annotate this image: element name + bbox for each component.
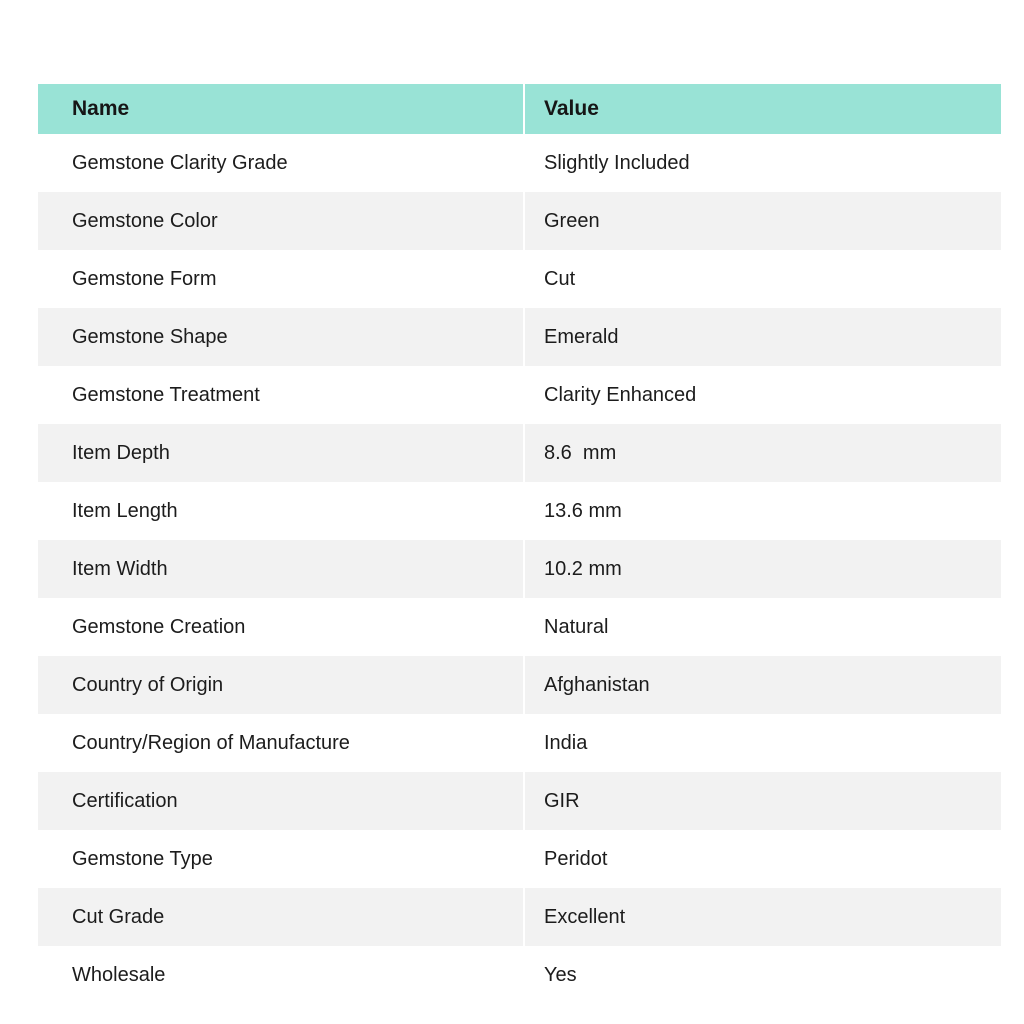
spec-value-cell: Afghanistan: [523, 656, 1001, 714]
spec-value-cell: India: [523, 714, 1001, 772]
table-row: Certification GIR: [38, 772, 1001, 830]
spec-value-cell: Natural: [523, 598, 1001, 656]
spec-name-cell: Gemstone Color: [72, 209, 218, 232]
table-row: Gemstone Color Green: [38, 192, 1001, 250]
spec-name-cell: Gemstone Form: [72, 267, 217, 290]
table-row: Country/Region of Manufacture India: [38, 714, 1001, 772]
spec-name-cell: Item Depth: [72, 441, 170, 464]
table-row: Gemstone Form Cut: [38, 250, 1001, 308]
spec-name-cell: Gemstone Shape: [72, 325, 228, 348]
spec-value-cell: Yes: [523, 946, 1001, 1004]
header-cell-value: Value: [523, 84, 1001, 134]
spec-name-cell: Item Length: [72, 499, 178, 522]
header-cell-name: Name: [38, 84, 524, 134]
spec-name-cell: Wholesale: [72, 963, 166, 986]
table-row: Country of Origin Afghanistan: [38, 656, 1001, 714]
spec-value-cell: Slightly Included: [523, 134, 1001, 192]
table-row: Gemstone Type Peridot: [38, 830, 1001, 888]
spec-name-cell: Gemstone Clarity Grade: [72, 151, 288, 174]
spec-value-cell: 8.6 mm: [523, 424, 1001, 482]
spec-value-cell: GIR: [523, 772, 1001, 830]
spec-value-cell: Green: [523, 192, 1001, 250]
spec-name-cell: Gemstone Treatment: [72, 383, 260, 406]
spec-value-cell: Peridot: [523, 830, 1001, 888]
header-row: Name Value: [38, 84, 1001, 134]
specs-table-header: Name Value: [38, 84, 1001, 134]
spec-value-cell: Emerald: [523, 308, 1001, 366]
table-row: Gemstone Clarity Grade Slightly Included: [38, 134, 1001, 192]
table-row: Item Depth 8.6 mm: [38, 424, 1001, 482]
table-row: Cut Grade Excellent: [38, 888, 1001, 946]
spec-value-cell: 10.2 mm: [523, 540, 1001, 598]
spec-name-cell: Item Width: [72, 557, 168, 580]
spec-name-cell: Country of Origin: [72, 673, 224, 696]
table-row: Item Length 13.6 mm: [38, 482, 1001, 540]
spec-name-cell: Cut Grade: [72, 905, 165, 928]
specs-table: Name Value Gemstone Clarity Grade Slight…: [38, 84, 1001, 1004]
spec-value-cell: 13.6 mm: [523, 482, 1001, 540]
item-specifics-section: Name Value Gemstone Clarity Grade Slight…: [38, 84, 1001, 1004]
spec-value-cell: Cut: [523, 250, 1001, 308]
spec-name-cell: Country/Region of Manufacture: [72, 731, 350, 754]
table-row: Gemstone Shape Emerald: [38, 308, 1001, 366]
specs-table-body: Gemstone Clarity Grade Slightly Included…: [38, 134, 1001, 1004]
spec-name-cell: Gemstone Creation: [72, 615, 246, 638]
table-row: Wholesale Yes: [38, 946, 1001, 1004]
spec-name-cell: Certification: [72, 789, 178, 812]
table-row: Gemstone Creation Natural: [38, 598, 1001, 656]
table-row: Gemstone Treatment Clarity Enhanced: [38, 366, 1001, 424]
spec-value-cell: Clarity Enhanced: [523, 366, 1001, 424]
spec-name-cell: Gemstone Type: [72, 847, 213, 870]
spec-value-cell: Excellent: [523, 888, 1001, 946]
table-row: Item Width 10.2 mm: [38, 540, 1001, 598]
